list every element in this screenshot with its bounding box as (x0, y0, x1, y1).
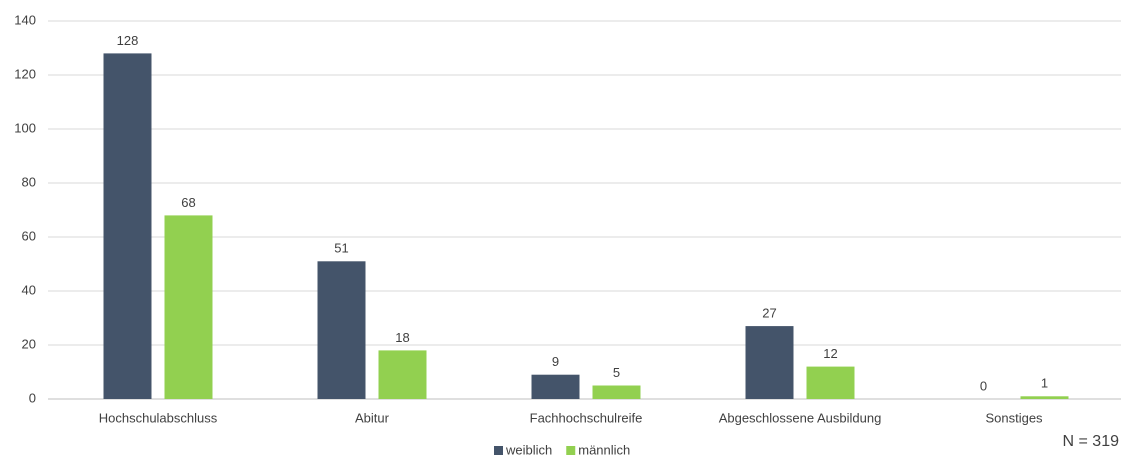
value-label: 128 (117, 33, 139, 48)
value-label: 18 (395, 330, 409, 345)
y-tick-label: 120 (14, 66, 36, 81)
value-label: 12 (823, 346, 837, 361)
x-tick-label: Abgeschlossene Ausbildung (719, 410, 882, 425)
value-label: 5 (613, 365, 620, 380)
y-tick-label: 40 (22, 282, 36, 297)
bar (531, 374, 580, 399)
bar (745, 326, 794, 399)
bar (806, 366, 855, 399)
value-label: 0 (980, 378, 987, 393)
y-tick-label: 80 (22, 174, 36, 189)
value-label: 68 (181, 195, 195, 210)
sample-size: N = 319 (1063, 433, 1120, 450)
y-tick-label: 0 (29, 390, 36, 405)
y-tick-label: 100 (14, 120, 36, 135)
y-tick-label: 20 (22, 336, 36, 351)
legend-swatch (494, 446, 503, 455)
value-label: 27 (762, 306, 776, 321)
bar (592, 385, 641, 399)
x-tick-label: Fachhochschulreife (530, 410, 643, 425)
x-tick-label: Abitur (355, 410, 390, 425)
x-tick-label: Sonstiges (985, 410, 1043, 425)
bar (378, 350, 427, 399)
legend-swatch (566, 446, 576, 455)
y-tick-label: 140 (14, 12, 36, 27)
legend-label: männlich (578, 442, 630, 457)
y-tick-label: 60 (22, 228, 36, 243)
bar (103, 53, 152, 400)
bar (317, 261, 366, 399)
value-label: 51 (334, 241, 348, 256)
x-tick-label: Hochschulabschluss (99, 410, 218, 425)
value-label: 9 (552, 354, 559, 369)
legend-label: weiblich (505, 442, 552, 457)
value-label: 1 (1041, 376, 1048, 391)
bar (164, 215, 213, 399)
bar (1020, 396, 1069, 399)
